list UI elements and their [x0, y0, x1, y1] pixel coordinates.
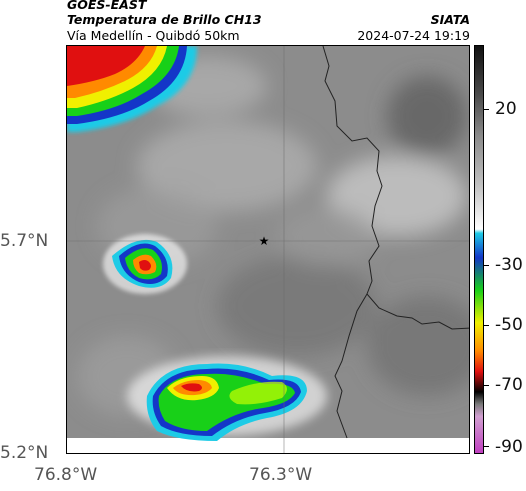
colorbar-label--70: -70 — [495, 375, 523, 395]
product-title: Temperatura de Brillo CH13 — [67, 12, 262, 27]
colorbar-tick — [484, 446, 489, 447]
no-data-strip — [67, 438, 469, 453]
lat-label-5.7: 5.7°N — [0, 231, 49, 251]
colorbar-tick — [484, 265, 489, 266]
satellite-map[interactable]: ★ — [66, 45, 470, 454]
department-border — [322, 46, 469, 439]
region-subtitle: Vía Medellín - Quibdó 50km — [67, 28, 240, 43]
colorbar-tick — [484, 325, 489, 326]
cloud-texture — [77, 56, 469, 416]
lat-label-5.2: 5.2°N — [0, 443, 49, 463]
datetime-label: 2024-07-24 19:19 — [357, 28, 470, 43]
lon-label-76.8: 76.8°W — [34, 465, 98, 485]
colorbar-label--90: -90 — [495, 437, 523, 457]
map-canvas: ★ — [67, 46, 469, 453]
colorbar-tick — [484, 109, 489, 110]
storm-cell-south — [127, 356, 327, 441]
lon-label-76.3: 76.3°W — [249, 465, 313, 485]
satellite-name: GOES-EAST — [67, 0, 147, 12]
graticule — [67, 46, 469, 453]
star-icon: ★ — [259, 234, 270, 248]
colorbar-label--30: -30 — [495, 255, 523, 275]
storm-cell-west — [103, 234, 187, 294]
colorbar — [474, 45, 484, 454]
colorbar-label-20: 20 — [495, 99, 517, 119]
storm-cell-northwest — [67, 46, 197, 132]
agency-label: SIATA — [430, 12, 470, 27]
colorbar-label--50: -50 — [495, 315, 523, 335]
colorbar-tick — [484, 385, 489, 386]
